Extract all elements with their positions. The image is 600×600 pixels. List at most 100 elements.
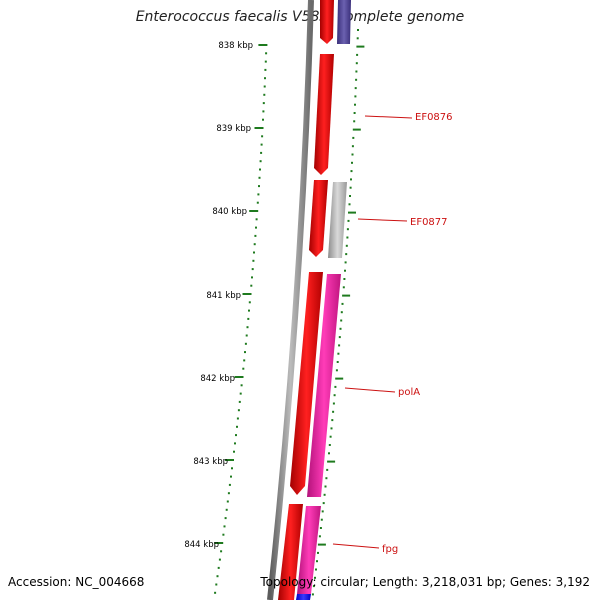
major-tick: [225, 459, 234, 461]
svg-text:fpg: fpg: [382, 544, 398, 555]
gene-bottom-blue[interactable]: [296, 594, 311, 600]
minor-tick: [246, 326, 249, 329]
gene-fpg[interactable]: [297, 506, 321, 594]
gc-minor-tick: [325, 477, 328, 480]
minor-tick: [223, 525, 226, 528]
gene-arrow-pola-red[interactable]: [290, 272, 323, 495]
gene-arrow-top[interactable]: [320, 0, 334, 44]
gc-minor-tick: [328, 444, 331, 446]
gc-minor-tick: [326, 468, 329, 471]
gc-major-tick: [342, 294, 351, 297]
major-tick: [242, 293, 252, 295]
minor-tick: [235, 434, 237, 437]
minor-tick: [265, 52, 268, 55]
gc-major-tick: [327, 460, 336, 463]
gc-minor-tick: [346, 236, 349, 239]
tick-label-841: 841 kbp: [206, 291, 241, 301]
minor-tick: [248, 309, 250, 312]
minor-tick: [256, 201, 259, 204]
gc-minor-tick: [316, 560, 318, 563]
minor-tick: [263, 85, 266, 88]
minor-tick: [237, 409, 240, 412]
minor-tick: [258, 176, 261, 179]
major-tick: [234, 376, 244, 378]
minor-tick: [225, 508, 228, 511]
gene-label-ef0877[interactable]: EF0877: [357, 217, 448, 228]
minor-tick: [215, 583, 218, 586]
gene-label-ef0876[interactable]: EF0876: [364, 112, 453, 123]
svg-text:EF0876: EF0876: [415, 112, 453, 123]
minor-tick: [214, 591, 217, 594]
tick-label-842: 842 kbp: [200, 374, 235, 384]
minor-tick: [255, 226, 257, 229]
gc-minor-tick: [348, 203, 351, 206]
gc-minor-tick: [322, 502, 325, 505]
gc-minor-tick: [343, 278, 346, 280]
gc-minor-tick: [356, 53, 359, 56]
minor-tick: [231, 467, 233, 470]
minor-tick: [226, 500, 229, 503]
gc-minor-tick: [321, 510, 324, 513]
minor-tick: [255, 218, 258, 221]
tick-label-838: 838 kbp: [218, 41, 253, 51]
minor-tick: [236, 417, 239, 420]
gc-minor-tick: [337, 352, 340, 355]
gc-minor-tick: [352, 136, 355, 139]
gc-minor-tick: [355, 62, 358, 65]
gc-major-tick: [352, 128, 361, 131]
minor-tick: [244, 342, 247, 345]
minor-tick: [244, 351, 246, 354]
gc-minor-tick: [338, 336, 341, 339]
gene-arrow-840[interactable]: [309, 180, 328, 257]
minor-tick: [262, 118, 264, 121]
gc-minor-tick: [357, 29, 359, 31]
gc-minor-tick: [349, 195, 351, 197]
gc-minor-tick: [345, 253, 348, 256]
minor-tick: [217, 566, 220, 569]
minor-tick: [264, 68, 267, 71]
scale-labels: 838 kbp 839 kbp 840 kbp 841 kbp 842 kbp …: [184, 41, 253, 550]
gene-top-block[interactable]: [337, 0, 351, 44]
gc-minor-tick: [340, 311, 343, 314]
gene-pola[interactable]: [307, 274, 341, 497]
gc-major-tick: [335, 377, 344, 380]
minor-tick: [220, 550, 223, 553]
gene-label-pola[interactable]: polA: [344, 387, 420, 398]
minor-tick: [251, 276, 253, 279]
gc-major-tick: [348, 211, 356, 214]
gc-minor-tick: [339, 327, 342, 330]
gc-minor-tick: [347, 219, 350, 222]
gc-minor-tick: [319, 527, 322, 529]
gene-arrow-ef0876[interactable]: [314, 54, 334, 175]
major-tick: [214, 542, 224, 544]
gc-minor-tick: [333, 394, 336, 397]
minor-tick: [233, 450, 235, 453]
major-tick: [249, 210, 259, 212]
minor-tick: [224, 517, 227, 520]
gc-minor-tick: [353, 120, 356, 123]
scale-ruler: [214, 44, 268, 594]
gene-ef0877[interactable]: [328, 182, 347, 258]
gc-minor-tick: [351, 161, 353, 164]
minor-tick: [216, 575, 219, 578]
gc-minor-tick: [344, 261, 347, 264]
minor-tick: [247, 317, 250, 320]
minor-tick: [258, 185, 260, 188]
gene-arrow-bottom-red[interactable]: [278, 504, 303, 600]
minor-tick: [253, 243, 256, 246]
minor-tick: [236, 425, 238, 428]
minor-tick: [254, 234, 257, 237]
genome-summary-text: Topology: circular; Length: 3,218,031 bp…: [260, 575, 590, 589]
gc-minor-tick: [335, 369, 338, 372]
gc-minor-tick: [338, 344, 341, 347]
gene-label-fpg[interactable]: fpg: [332, 543, 398, 555]
gc-minor-tick: [312, 585, 315, 588]
gc-minor-tick: [314, 576, 316, 579]
gc-minor-tick: [332, 410, 335, 413]
gc-minor-tick: [344, 269, 346, 272]
gc-minor-tick: [317, 551, 319, 554]
gc-minor-tick: [341, 302, 344, 305]
minor-tick: [260, 143, 263, 146]
minor-tick: [218, 558, 221, 561]
minor-tick: [245, 334, 248, 337]
